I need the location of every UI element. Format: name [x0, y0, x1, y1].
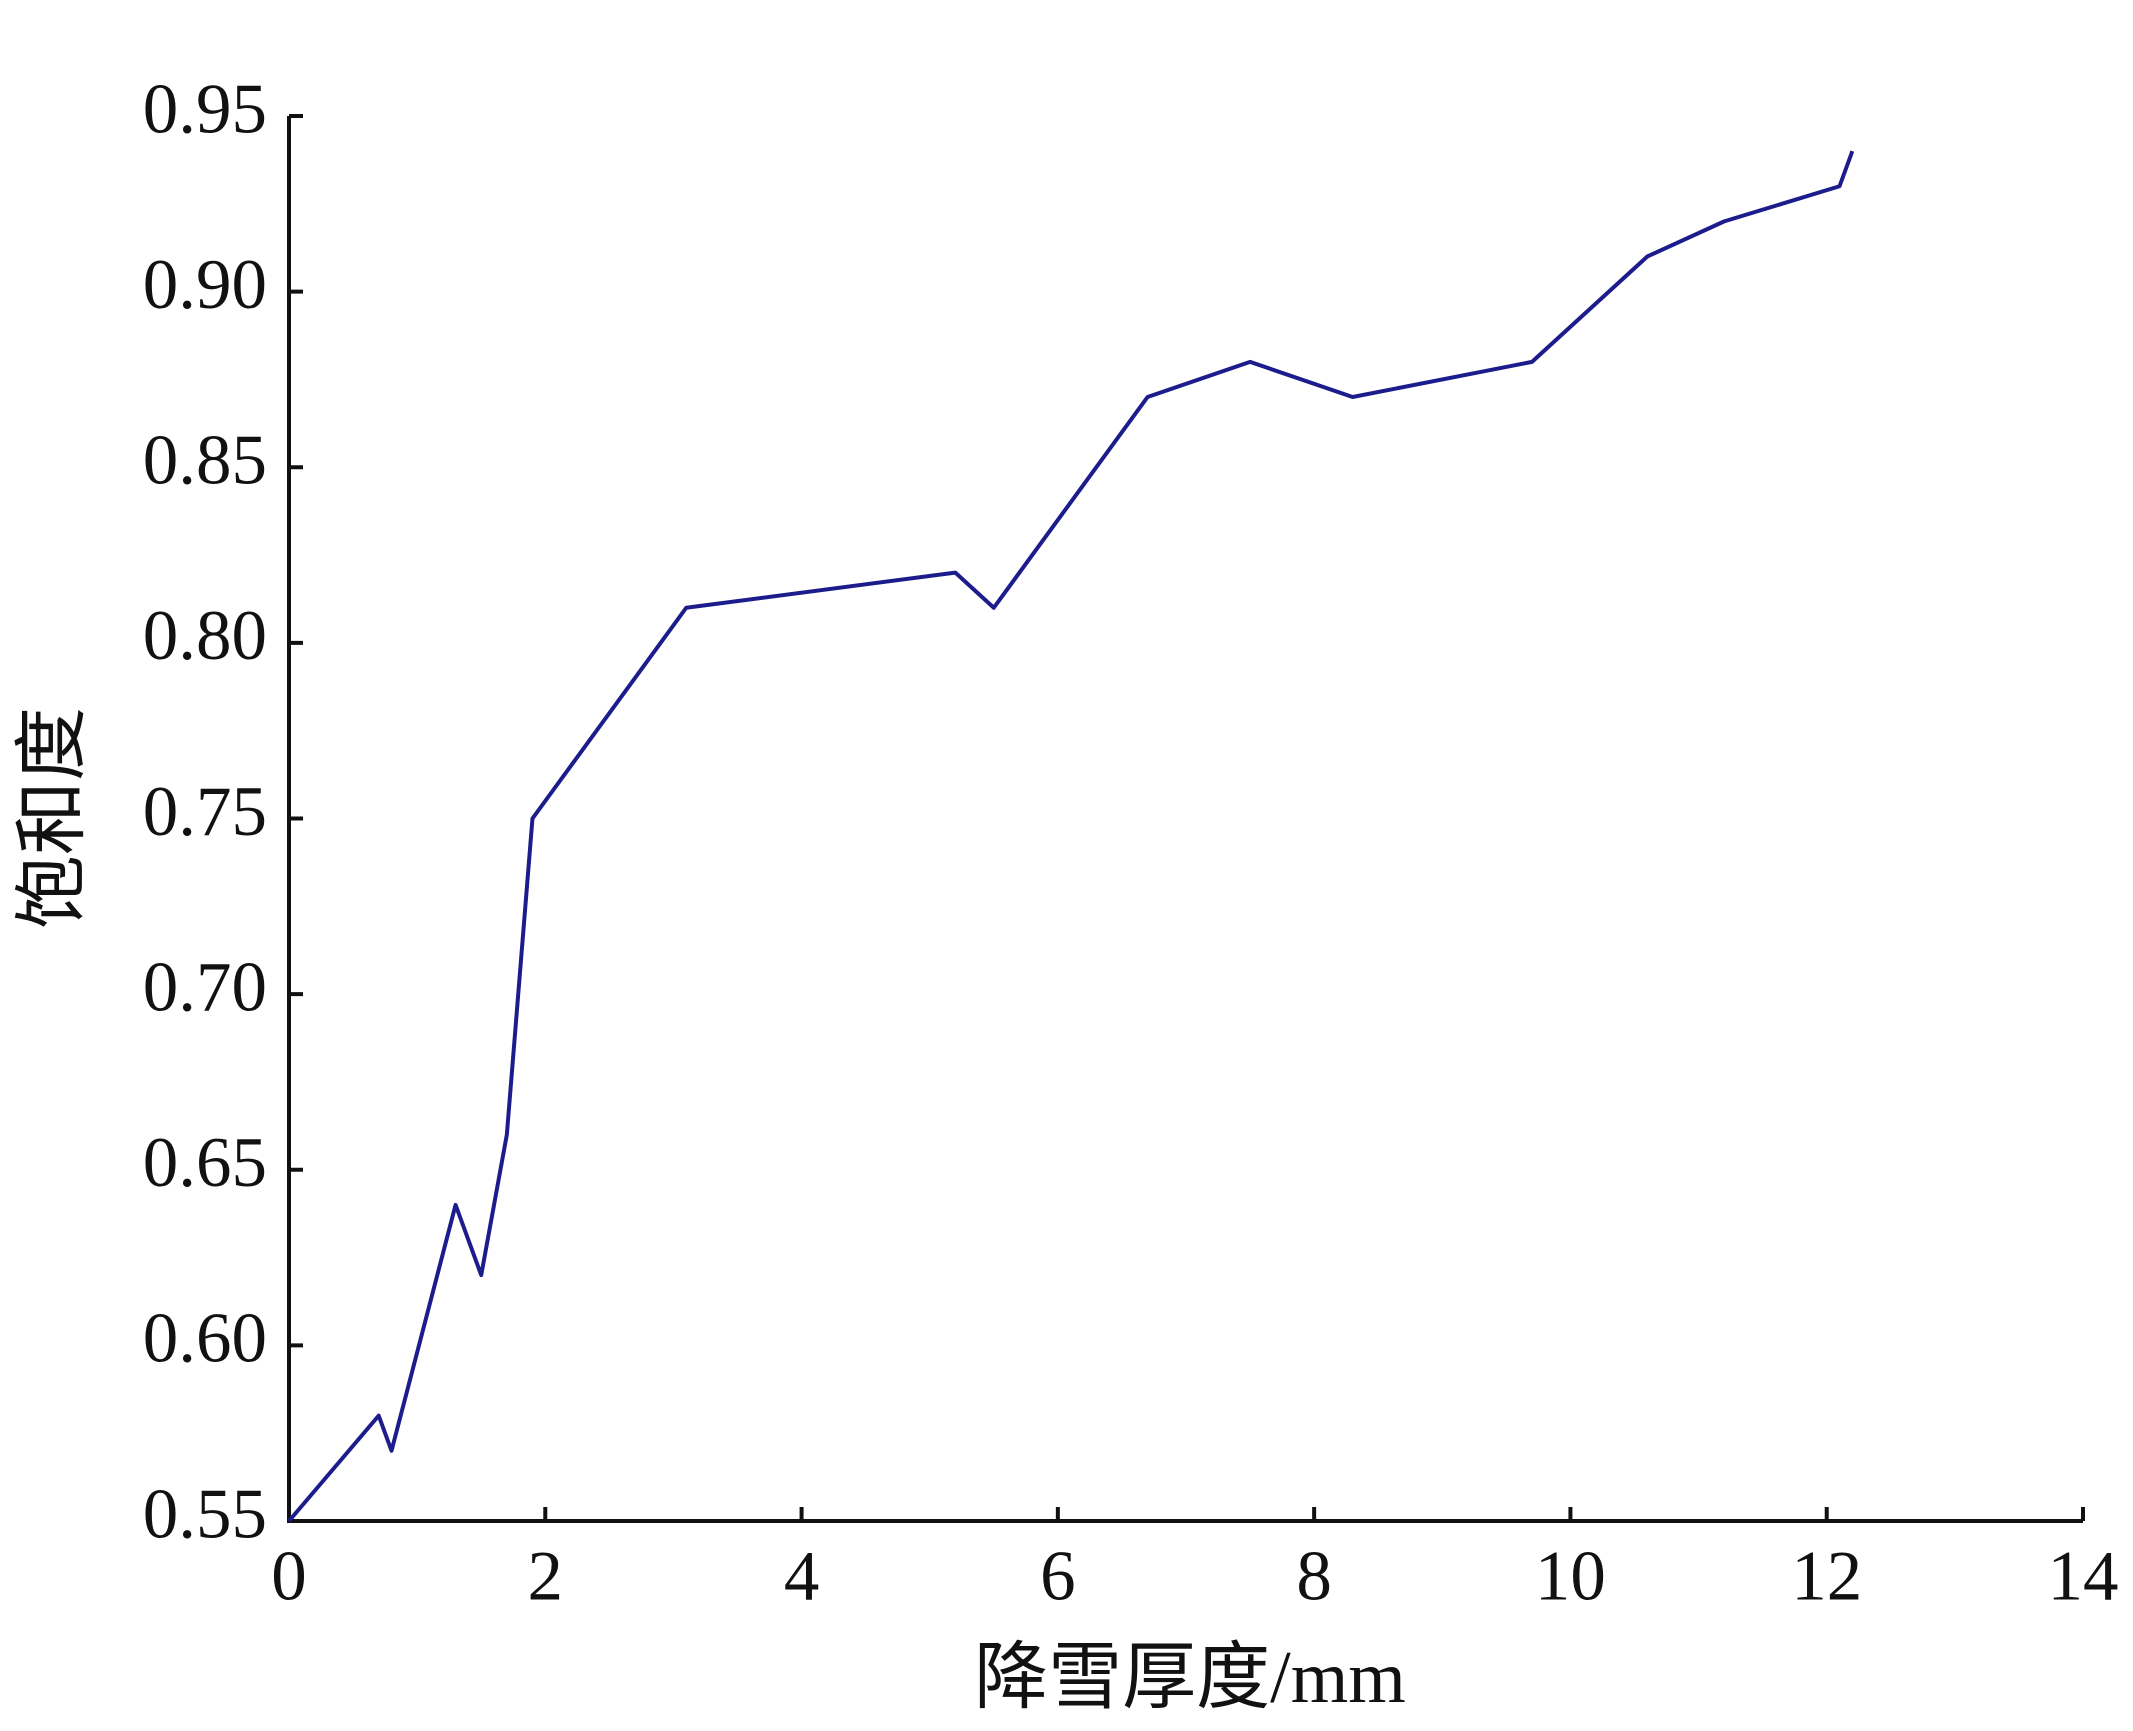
- x-tick-label: 8: [1296, 1537, 1332, 1615]
- x-tick-label: 4: [784, 1537, 820, 1615]
- y-tick-label: 0.90: [143, 246, 267, 324]
- x-tick-label: 0: [271, 1537, 307, 1615]
- x-axis-title: 降雪厚度/mm: [974, 1637, 1406, 1719]
- y-axis-title: 饱和度: [12, 707, 94, 929]
- x-tick-label: 10: [1535, 1537, 1606, 1615]
- data-line: [287, 150, 1855, 1523]
- x-tick-label: 6: [1040, 1537, 1076, 1615]
- x-tick-label: 2: [528, 1537, 564, 1615]
- y-tick-label: 0.80: [143, 597, 267, 675]
- y-tick-label: 0.60: [143, 1300, 267, 1378]
- y-tick-label: 0.55: [143, 1475, 267, 1553]
- y-tick-label: 0.65: [143, 1124, 267, 1202]
- y-tick-label: 0.85: [143, 422, 267, 500]
- y-tick-label: 0.75: [143, 773, 267, 851]
- x-tick-label: 14: [2048, 1537, 2119, 1615]
- x-tick-label: 12: [1791, 1537, 1862, 1615]
- y-tick-label: 0.95: [143, 70, 267, 148]
- y-tick-label: 0.70: [143, 948, 267, 1026]
- axis-line: [287, 116, 2083, 1523]
